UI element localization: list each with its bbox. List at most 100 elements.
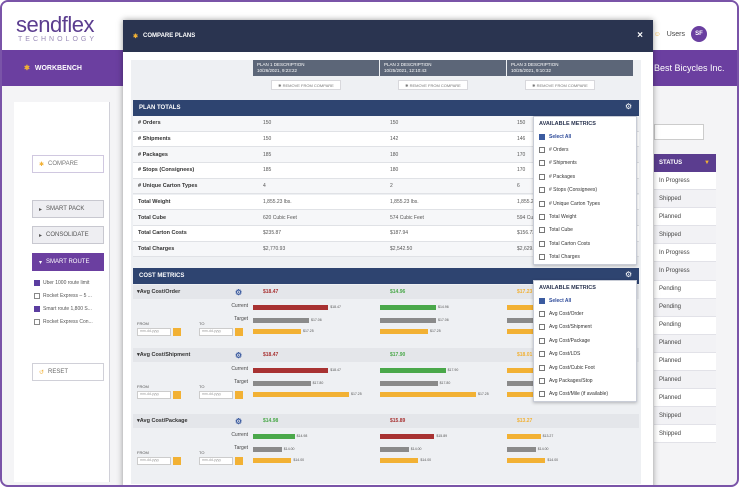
users-icon[interactable]: ☺ xyxy=(653,30,661,38)
metric-option[interactable]: # Orders xyxy=(534,143,636,156)
metric-gear-icon[interactable]: ⚙ xyxy=(235,416,243,426)
metric-checkbox[interactable] xyxy=(539,133,545,140)
reset-button[interactable]: ↺ RESET xyxy=(32,363,104,381)
metric-option[interactable]: Total Charges xyxy=(534,251,636,264)
totals-row-label: # Shipments xyxy=(138,136,171,143)
metric-option[interactable]: # Packages xyxy=(534,170,636,183)
collapse-icon[interactable]: ▾ xyxy=(137,289,140,295)
metric-checkbox[interactable] xyxy=(539,364,545,371)
metric-checkbox[interactable] xyxy=(539,227,545,234)
metric-option[interactable]: Avg Packages/Stop xyxy=(534,374,636,387)
plan-date: 10/26/2021, 9:23:22 xyxy=(257,68,298,73)
metric-option-label: # Orders xyxy=(549,147,569,154)
current-bar xyxy=(253,434,295,439)
metric-checkbox[interactable] xyxy=(539,187,545,194)
metric-option[interactable]: Avg Cost/Order xyxy=(534,307,636,320)
users-link[interactable]: Users xyxy=(666,30,685,38)
metric-option[interactable]: # Stops (Consignees) xyxy=(534,184,636,197)
metric-checkbox[interactable] xyxy=(539,351,545,358)
metric-option[interactable]: Total Weight xyxy=(534,210,636,223)
logo: sendflex xyxy=(16,12,94,37)
metric-checkbox[interactable] xyxy=(539,378,545,385)
metric-value: $18.47 xyxy=(263,352,279,358)
benchmark-bar xyxy=(253,458,292,463)
status-header[interactable]: STATUS ▼ xyxy=(654,154,716,172)
compare-icon: ✱ xyxy=(39,161,45,168)
metric-checkbox[interactable] xyxy=(539,297,545,304)
metric-checkbox[interactable] xyxy=(539,324,545,331)
metric-header[interactable]: ▾ Avg Cost/Package ⚙ $14.98 $15.89 $13.27 xyxy=(133,414,639,428)
collapse-icon[interactable]: ▾ xyxy=(137,418,140,424)
calendar-icon[interactable] xyxy=(235,391,243,399)
remove-from-compare-button[interactable]: ✱ REMOVE FROM COMPARE xyxy=(271,80,341,90)
route-checkbox[interactable] xyxy=(34,318,40,325)
calendar-icon[interactable] xyxy=(173,457,181,465)
metric-checkbox[interactable] xyxy=(539,240,545,247)
metric-checkbox[interactable] xyxy=(539,200,545,207)
calendar-icon[interactable] xyxy=(173,391,181,399)
totals-row-label: # Stops (Consignees) xyxy=(138,167,195,174)
route-item[interactable]: Uber 1000 route limit xyxy=(34,276,104,289)
status-cell: Shipped xyxy=(654,407,716,426)
workbench-tab[interactable]: ✱ WORKBENCH xyxy=(24,64,82,73)
current-label: Current xyxy=(231,432,248,438)
to-date-input[interactable]: mm-dd-yyyy xyxy=(199,391,233,399)
metric-option[interactable]: Avg Cost/LDS xyxy=(534,348,636,361)
metric-checkbox[interactable] xyxy=(539,173,545,180)
metric-option[interactable]: # Shipments xyxy=(534,157,636,170)
metric-checkbox[interactable] xyxy=(539,254,545,261)
consolidate-button[interactable]: ▸ CONSOLIDATE xyxy=(32,226,104,244)
consolidate-label: CONSOLIDATE xyxy=(46,232,89,238)
search-input[interactable] xyxy=(654,124,704,140)
smart-route-button[interactable]: ▾ SMART ROUTE xyxy=(32,253,104,271)
status-cell: In Progress xyxy=(654,172,716,191)
metric-option[interactable]: Total Carton Costs xyxy=(534,237,636,250)
metric-option[interactable]: Select All xyxy=(534,130,636,143)
metric-option[interactable]: Avg Cost/Shipment xyxy=(534,321,636,334)
metric-checkbox[interactable] xyxy=(539,147,545,154)
totals-row-label: Total Weight xyxy=(138,198,171,205)
collapse-icon[interactable]: ▾ xyxy=(137,352,140,358)
calendar-icon[interactable] xyxy=(235,457,243,465)
metric-option[interactable]: Total Cube xyxy=(534,224,636,237)
metric-option[interactable]: # Unique Carton Types xyxy=(534,197,636,210)
from-date-input[interactable]: mm-dd-yyyy xyxy=(137,328,171,336)
metric-checkbox[interactable] xyxy=(539,311,545,318)
to-date-input[interactable]: mm-dd-yyyy xyxy=(199,328,233,336)
route-checkbox[interactable] xyxy=(34,305,40,312)
to-date-input[interactable]: mm-dd-yyyy xyxy=(199,457,233,465)
metric-checkbox[interactable] xyxy=(539,160,545,167)
metric-checkbox[interactable] xyxy=(539,214,545,221)
route-item[interactable]: Smart route 1,800 S... xyxy=(34,302,104,315)
metric-header[interactable]: ▾ Avg Cost/Shipment ⚙ $18.47 $17.90 $18.01 xyxy=(133,348,639,362)
remove-from-compare-button[interactable]: ✱ REMOVE FROM COMPARE xyxy=(525,80,595,90)
metric-option[interactable]: Select All xyxy=(534,294,636,307)
metric-option[interactable]: Avg Cost/Cubic Foot xyxy=(534,361,636,374)
metric-option[interactable]: Avg Cost/Package xyxy=(534,334,636,347)
calendar-icon[interactable] xyxy=(173,328,181,336)
metric-header[interactable]: ▾ Avg Cost/Order ⚙ $18.47 $14.96 $17.23 xyxy=(133,285,639,299)
metric-value: $13.27 xyxy=(517,418,533,424)
metric-checkbox[interactable] xyxy=(539,391,545,398)
filter-icon[interactable]: ▼ xyxy=(704,160,710,166)
remove-from-compare-button[interactable]: ✱ REMOVE FROM COMPARE xyxy=(398,80,468,90)
close-icon[interactable]: × xyxy=(637,30,643,41)
route-item[interactable]: Rocket Express Con... xyxy=(34,315,104,328)
calendar-icon[interactable] xyxy=(235,328,243,336)
route-checkbox[interactable] xyxy=(34,279,40,286)
metric-option[interactable]: Avg Cost/Mile (if available) xyxy=(534,388,636,401)
metric-checkbox[interactable] xyxy=(539,337,545,344)
target-label: Target xyxy=(234,379,248,385)
from-date-input[interactable]: mm-dd-yyyy xyxy=(137,457,171,465)
metric-gear-icon[interactable]: ⚙ xyxy=(235,287,243,297)
route-checkbox[interactable] xyxy=(34,292,40,299)
route-item[interactable]: Rocket Express – 5 ... xyxy=(34,289,104,302)
totals-row-value: 150 xyxy=(263,136,272,143)
avatar[interactable]: SF xyxy=(691,26,707,42)
metric-gear-icon[interactable]: ⚙ xyxy=(235,350,243,360)
settings-gear-icon[interactable]: ⚙ xyxy=(625,270,633,279)
compare-button[interactable]: ✱ COMPARE xyxy=(32,155,104,173)
smart-pack-button[interactable]: ▸ SMART PACK xyxy=(32,200,104,218)
settings-gear-icon[interactable]: ⚙ xyxy=(625,102,633,111)
from-date-input[interactable]: mm-dd-yyyy xyxy=(137,391,171,399)
